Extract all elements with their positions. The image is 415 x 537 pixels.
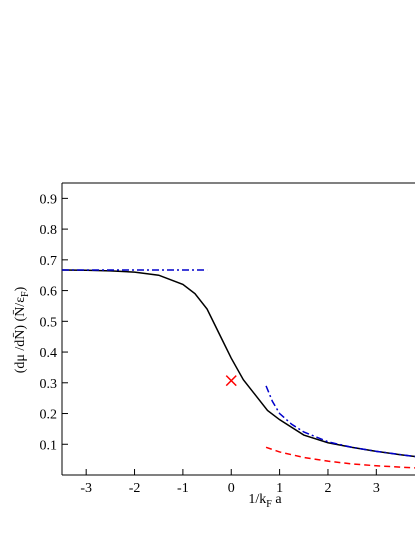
x-label-subscript: F bbox=[266, 499, 272, 510]
y-tick-label: 0.2 bbox=[40, 408, 58, 423]
y-tick-label: 0.6 bbox=[40, 285, 58, 300]
x-label-part: a bbox=[272, 492, 283, 507]
x-tick-label: 0 bbox=[228, 481, 235, 496]
x-axis-label: 1/kF a bbox=[248, 492, 282, 510]
x-tick-label: -2 bbox=[129, 481, 141, 496]
y-tick-label: 0.9 bbox=[40, 192, 58, 207]
x-tick-label: 1 bbox=[276, 481, 283, 496]
x-tick-label: 3 bbox=[373, 481, 380, 496]
y-tick-label: 0.4 bbox=[40, 346, 58, 361]
y-tick-label: 0.1 bbox=[40, 438, 58, 453]
x-tick-label: 2 bbox=[324, 481, 331, 496]
y-label-subscript: F bbox=[20, 291, 31, 297]
y-tick-label: 0.8 bbox=[40, 223, 58, 238]
series-line bbox=[265, 446, 415, 469]
y-label-part: ) bbox=[13, 286, 28, 291]
y-tick-label: 0.7 bbox=[40, 254, 58, 269]
series-line bbox=[265, 385, 415, 458]
marker bbox=[225, 375, 237, 387]
x-tick-label: -3 bbox=[80, 481, 92, 496]
y-tick-label: 0.3 bbox=[40, 377, 58, 392]
y-label-part: (dμ /dN̄) (N̄/ε bbox=[12, 297, 28, 373]
series-line bbox=[61, 269, 415, 458]
x-label-part: 1/k bbox=[248, 492, 266, 507]
x-tick-label: -1 bbox=[177, 481, 189, 496]
y-tick-label: 0.5 bbox=[40, 315, 58, 330]
y-axis-label: (dμ /dN̄) (N̄/εF) bbox=[12, 286, 31, 373]
